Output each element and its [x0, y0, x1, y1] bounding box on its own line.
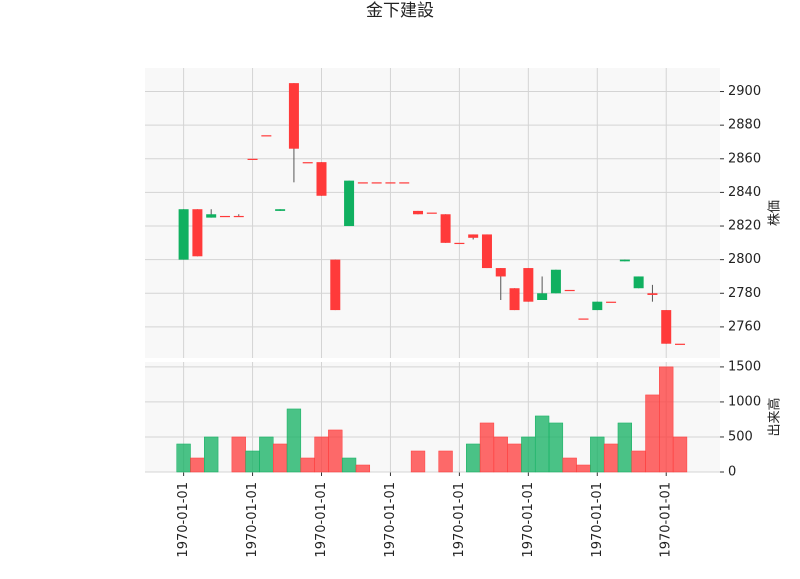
volume-bar	[631, 450, 646, 473]
volume-bar	[355, 464, 371, 473]
y-tick-label: 2860	[728, 151, 761, 166]
volume-bar	[659, 366, 674, 473]
volume-bar	[576, 464, 591, 473]
volume-bar	[190, 457, 205, 473]
volume-bar	[507, 443, 522, 473]
volume-bar	[438, 450, 453, 473]
volume-bar	[672, 436, 688, 473]
y-axis-label: 株価	[768, 200, 783, 226]
volume-bar	[493, 436, 508, 473]
volume-bar	[231, 436, 246, 473]
volume-bar	[466, 443, 481, 473]
volume-bar	[548, 422, 564, 473]
volume-tick-label: 1500	[728, 359, 761, 374]
volume-tick-label: 1000	[728, 394, 761, 409]
volume-bar	[259, 436, 274, 473]
volume-bar	[328, 429, 343, 473]
candle-body	[509, 288, 520, 311]
volume-bar	[286, 408, 302, 473]
candle-body	[675, 343, 686, 345]
x-tick-label: 1970-01-01	[383, 482, 398, 558]
candle-body	[647, 293, 658, 295]
x-tick-label: 1970-01-01	[452, 482, 467, 558]
volume-bar	[645, 394, 660, 473]
candle-body	[537, 293, 548, 300]
x-tick-label: 1970-01-01	[314, 482, 329, 558]
candle-body	[592, 301, 603, 311]
x-tick-label: 1970-01-01	[176, 482, 191, 558]
candle-body	[454, 242, 465, 245]
volume-bar	[521, 436, 536, 473]
x-tick-label: 1970-01-01	[659, 482, 674, 558]
candle-body	[564, 289, 575, 292]
volume-bar	[272, 443, 288, 473]
y-tick-label: 2760	[728, 319, 761, 334]
volume-bar	[300, 457, 315, 473]
y-tick-label: 2900	[728, 84, 761, 99]
candle-body	[192, 209, 203, 257]
volume-bar	[562, 457, 577, 473]
volume-bar	[176, 443, 191, 473]
candle-body	[619, 259, 630, 262]
candle-body	[413, 210, 424, 215]
y-tick-label: 2780	[728, 286, 761, 301]
volume-bar	[314, 436, 329, 473]
candle-body	[523, 268, 534, 302]
volume-axis-label: 出来高	[767, 397, 783, 436]
candle-body	[357, 182, 368, 184]
volume-tick-label: 0	[728, 465, 736, 480]
chart-title: 金下建設	[366, 1, 434, 21]
x-tick-label: 1970-01-01	[590, 482, 605, 558]
volume-bar	[479, 422, 495, 473]
candle-body	[247, 158, 258, 160]
candle-body	[288, 83, 299, 149]
y-tick-label: 2820	[728, 219, 761, 234]
candle-body	[385, 182, 396, 184]
candle-body	[275, 209, 286, 211]
volume-bar	[341, 457, 357, 473]
candle-body	[371, 182, 382, 184]
candle-body	[578, 318, 589, 320]
volume-bar	[534, 415, 550, 473]
candle-body	[261, 135, 272, 137]
y-tick-label: 2880	[728, 118, 761, 133]
candle-body	[330, 259, 341, 311]
candle-body	[426, 212, 437, 214]
volume-bar	[617, 422, 633, 473]
candle-body	[606, 301, 617, 303]
candle-body	[468, 234, 479, 238]
candle-body	[399, 182, 410, 184]
volume-bar	[410, 450, 426, 473]
volume-bar	[245, 450, 260, 473]
y-tick-label: 2800	[728, 252, 761, 267]
x-tick-label: 1970-01-01	[245, 482, 260, 558]
y-tick-label: 2840	[728, 185, 761, 200]
candle-body	[481, 234, 492, 269]
candle-body	[233, 215, 244, 218]
candle-body	[661, 310, 672, 344]
candle-body	[344, 180, 355, 227]
candle-body	[206, 214, 217, 218]
candle-body	[302, 162, 313, 164]
candle-body	[550, 269, 561, 294]
volume-bar	[204, 436, 219, 473]
candle-body	[440, 214, 451, 243]
candle-body	[316, 162, 327, 196]
candle-body	[495, 268, 506, 277]
candle-body	[633, 276, 644, 289]
x-tick-label: 1970-01-01	[521, 482, 536, 558]
candle-body	[219, 215, 230, 218]
volume-bar	[603, 443, 619, 473]
candle-body	[178, 209, 189, 260]
volume-tick-label: 500	[728, 429, 753, 444]
volume-bar	[590, 436, 605, 473]
